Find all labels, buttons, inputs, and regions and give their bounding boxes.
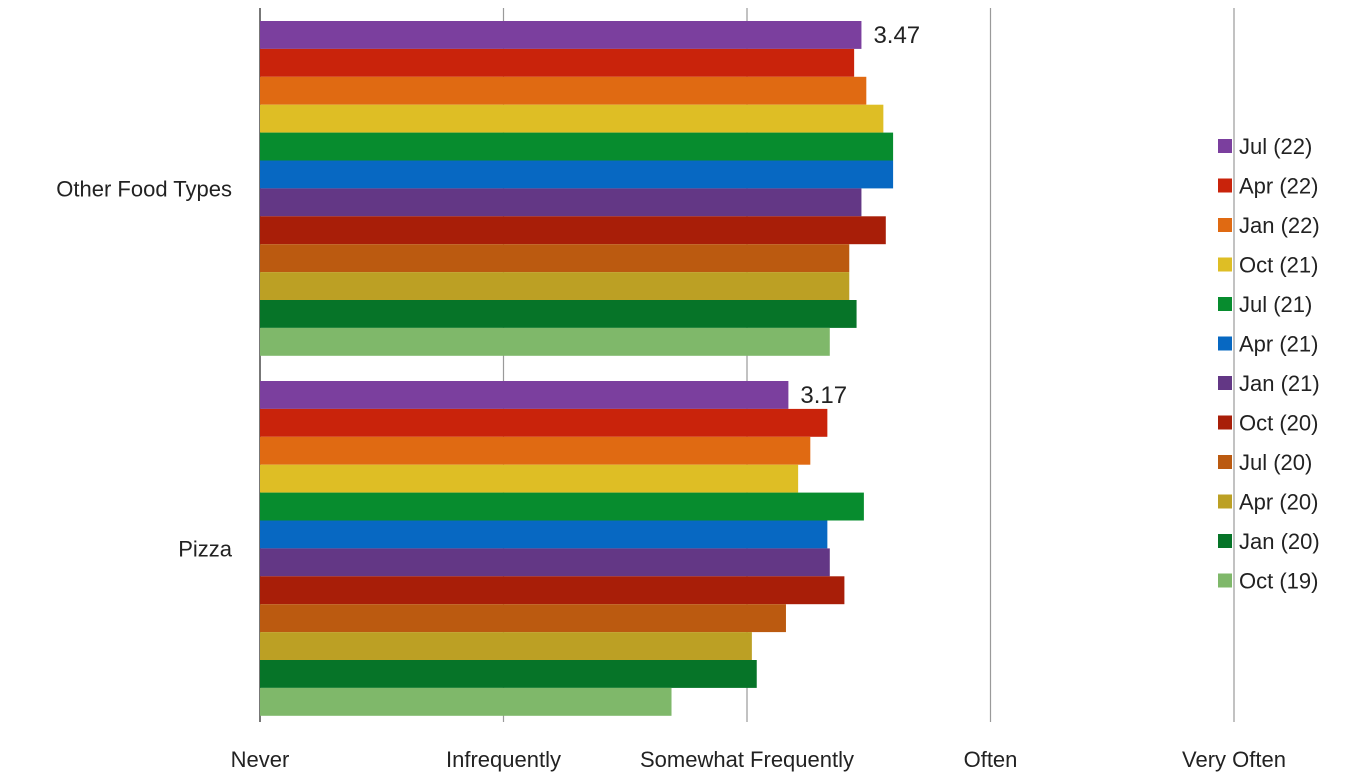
bar [260,660,757,688]
bar [260,604,786,633]
bar [260,687,672,716]
legend-label: Jan (20) [1239,529,1320,554]
bar [260,160,894,189]
legend-label: Oct (19) [1239,569,1318,594]
bar [260,21,862,49]
legend-swatch [1218,376,1232,390]
legend-swatch [1218,257,1232,272]
bar [260,327,830,356]
data-label: 3.17 [800,382,847,409]
x-tick-label: Often [964,747,1018,772]
bar [260,632,752,660]
legend-label: Jan (22) [1239,213,1320,238]
x-tick-label: Very Often [1182,747,1286,772]
bar [260,381,789,409]
bar [260,76,867,105]
legend-swatch [1218,534,1232,548]
x-tick-label: Never [231,747,290,772]
bar [260,272,850,300]
legend-label: Oct (20) [1239,411,1318,436]
bar [260,244,850,273]
legend-label: Oct (21) [1239,253,1318,278]
bar [260,104,884,133]
legend-swatch [1218,573,1232,588]
bar [260,464,799,493]
bar [260,576,845,605]
x-tick-label: Infrequently [446,747,561,772]
legend-swatch [1218,297,1232,311]
legend-label: Apr (21) [1239,332,1318,357]
legend-swatch [1218,455,1232,469]
legend-label: Jul (21) [1239,292,1312,317]
x-tick-label: Somewhat Frequently [640,747,854,772]
legend-swatch [1218,218,1232,232]
bar [260,548,830,577]
legend-swatch [1218,178,1232,193]
axes: Never Infrequently Somewhat Frequently Ofte… [56,176,1286,772]
legend-label: Jul (20) [1239,450,1312,475]
bar [260,48,855,77]
legend-label: Jul (22) [1239,134,1312,159]
legend: Jul (22) Apr (22) Jan (22) Oct (21) Jul (21)… [1218,134,1320,594]
category-label: Pizza [178,536,233,561]
bar [260,436,811,465]
legend-swatch [1218,415,1232,430]
bar [260,408,828,437]
bar [260,216,886,245]
bar [260,492,864,521]
data-label: 3.47 [873,22,920,49]
bars: 3.47 3.17 [260,21,920,716]
legend-label: Apr (22) [1239,174,1318,199]
legend-swatch [1218,139,1232,153]
legend-label: Apr (20) [1239,490,1318,515]
bar [260,132,894,161]
bar [260,520,828,549]
bar [260,300,857,328]
legend-swatch [1218,336,1232,351]
legend-swatch [1218,494,1232,509]
category-label: Other Food Types [56,176,232,201]
bar [260,188,862,217]
legend-label: Jan (21) [1239,371,1320,396]
